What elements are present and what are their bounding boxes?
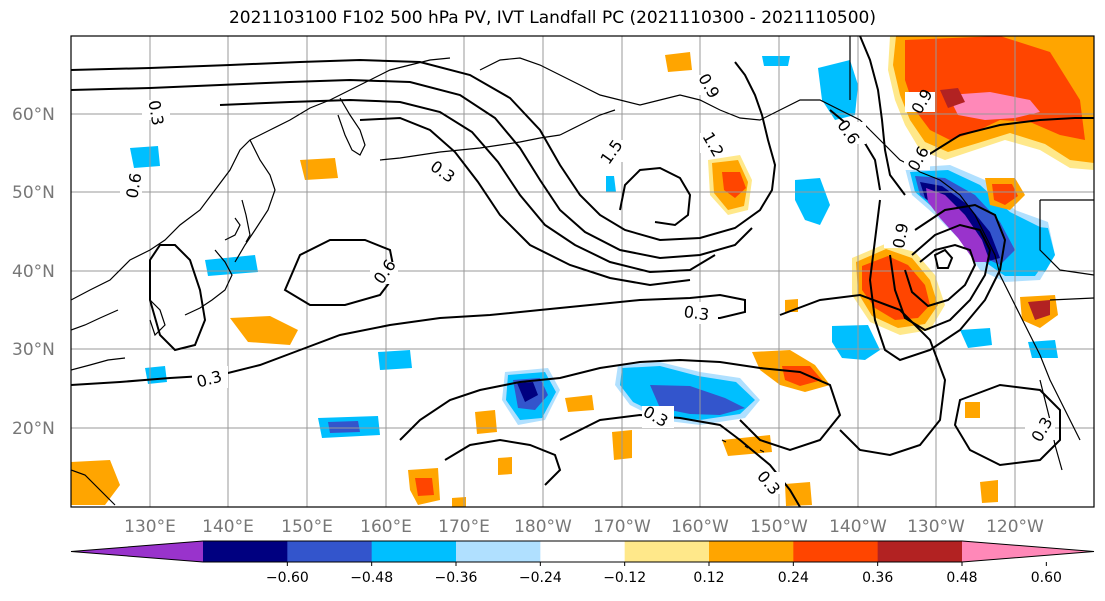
contour-1-2-north [219, 98, 716, 274]
colorbar-tick-label: 0.12 [693, 570, 724, 586]
colorbar-segment [877, 541, 963, 562]
colorbar-segment [624, 541, 710, 562]
contour-label: 0.6 [122, 171, 145, 199]
lon-label: 140°E [202, 517, 254, 537]
contour-0-3-right [779, 293, 947, 457]
contour-1-5-east [933, 248, 954, 269]
lon-label: 170°W [593, 517, 651, 537]
contour-0-6-asia [149, 244, 207, 352]
lat-label-20n: 20°N [12, 419, 55, 439]
lat-label-40n: 40°N [12, 262, 55, 282]
contour-label: 0.3 [683, 302, 711, 324]
contour-0-9-north [71, 78, 753, 260]
lat-label-30n: 30°N [12, 340, 55, 360]
map-frame-border [70, 35, 1095, 508]
colorbar-tick-label: 0.24 [778, 570, 809, 586]
coastlines [71, 36, 1094, 506]
lon-label: 140°W [829, 517, 887, 537]
map-content: 0.3 0.6 0.9 1.5 1.2 0.3 0.6 0.9 0.6 0.9 … [71, 36, 1094, 507]
contour-1-2-east [904, 243, 977, 308]
shade-coastal-negative [795, 60, 1058, 360]
colorbar-tick-label: −0.12 [603, 570, 646, 586]
colorbar-tick-label: 0.48 [946, 570, 977, 586]
shaded-fields [71, 36, 1094, 507]
contour-0-3-east [953, 383, 1061, 467]
colorbar-tick-label: 0.60 [1031, 570, 1062, 586]
contour-0-3-south [399, 358, 842, 452]
colorbar-segment [793, 541, 879, 562]
colorbar-segment [709, 541, 794, 562]
colorbar-tick-label: −0.24 [519, 570, 562, 586]
colorbar-extend-max [962, 541, 1094, 562]
lon-label: 160°E [360, 517, 412, 537]
lon-label: 160°W [671, 517, 729, 537]
colorbar-segment [371, 541, 457, 562]
contour-1-5-north [359, 116, 691, 287]
lon-label: 170°E [438, 517, 490, 537]
colorbar-segment [203, 541, 288, 562]
colorbar: −0.60 −0.48 −0.36 −0.24 −0.12 0.12 0.24 0.36 0.4… [70, 540, 1095, 586]
lon-label: 120°W [986, 517, 1044, 537]
contour-0-6-north [71, 58, 777, 242]
colorbar-tick-label: −0.36 [435, 570, 478, 586]
contour-0-6-east [868, 199, 1007, 362]
shade-coastal-positive [852, 178, 1058, 335]
colorbar-segment [287, 541, 373, 562]
colorbar-tick-label: 0.36 [862, 570, 893, 586]
contour-east-big [919, 117, 1094, 161]
colorbar-tick-label: −0.60 [266, 570, 309, 586]
shade-bc-positive [888, 36, 1094, 170]
longitude-labels: 130°E 140°E 150°E 160°E 170°E 180°W 170°… [124, 517, 1044, 537]
lon-label: 150°W [750, 517, 808, 537]
contour-0-3-sw2 [444, 438, 562, 486]
contour-label: 0.9 [889, 222, 912, 250]
colorbar-tick-label: −0.48 [350, 570, 393, 586]
contour-hook [619, 166, 692, 227]
colorbar-segment [456, 541, 541, 562]
lat-label-60n: 60°N [12, 105, 55, 125]
contour-east-outer [859, 36, 906, 196]
contour-label: 0.3 [144, 99, 167, 127]
lon-label: 130°W [907, 517, 965, 537]
lon-label: 150°E [281, 517, 333, 537]
latitude-labels: 60°N 50°N 40°N 30°N 20°N [12, 105, 55, 439]
lon-label: 130°E [124, 517, 176, 537]
colorbar-outline [70, 540, 1095, 563]
map-title: 2021103100 F102 500 hPa PV, IVT Landfall… [228, 8, 876, 28]
colorbar-extend-min [71, 541, 203, 562]
lon-label: 180°W [514, 517, 572, 537]
lat-label-50n: 50°N [12, 183, 55, 203]
colorbar-segment [540, 541, 626, 562]
